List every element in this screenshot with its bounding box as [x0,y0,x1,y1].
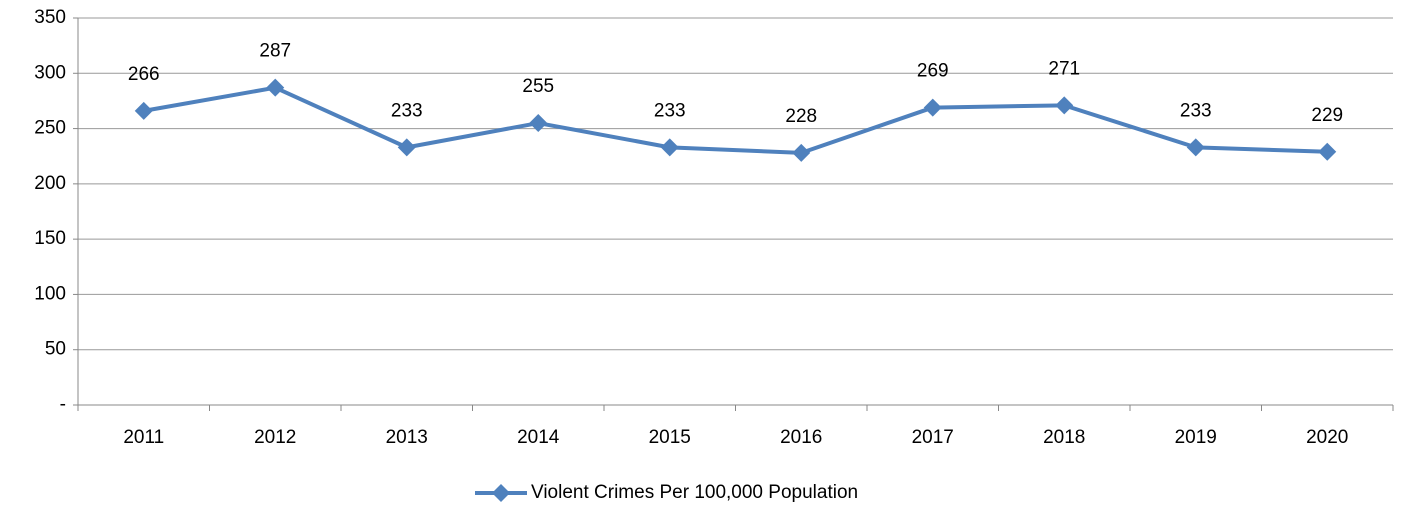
data-label: 233 [391,100,423,121]
data-label: 233 [654,100,686,121]
data-label: 229 [1311,105,1343,126]
x-tick-label: 2011 [123,427,164,448]
x-tick-label: 2019 [1175,427,1217,448]
y-tick-label: 250 [34,118,66,139]
marker [134,101,153,120]
x-tick-label: 2012 [254,427,296,448]
marker [923,98,942,117]
y-tick-label: 300 [34,62,66,83]
legend-marker [492,484,510,502]
y-tick-label: - [60,394,66,415]
data-label: 287 [259,41,291,62]
marker [1055,96,1074,115]
data-label: 255 [522,76,554,97]
data-label: 269 [917,61,949,82]
x-tick-label: 2016 [780,427,822,448]
marker [1186,138,1205,157]
marker [1318,142,1337,161]
marker [397,138,416,157]
y-tick-label: 150 [34,228,66,249]
y-tick-label: 350 [34,7,66,28]
y-tick-label: 100 [34,283,66,304]
y-tick-label: 200 [34,173,66,194]
marker [792,143,811,162]
data-label: 266 [128,64,160,85]
line [143,85,1328,155]
x-tick-label: 2015 [649,427,691,448]
x-tick-label: 2014 [517,427,560,448]
marker [266,78,285,97]
x-tick-label: 2013 [386,427,428,448]
legend-label: Violent Crimes Per 100,000 Population [531,482,858,503]
data-label: 271 [1048,58,1080,79]
marker [529,114,548,133]
x-tick-label: 2017 [912,427,954,448]
x-tick-label: 2020 [1306,427,1348,448]
data-label: 228 [785,106,817,127]
x-tick-label: 2018 [1043,427,1085,448]
y-tick-label: 50 [45,339,66,360]
data-label: 233 [1180,100,1212,121]
marker [660,138,679,157]
